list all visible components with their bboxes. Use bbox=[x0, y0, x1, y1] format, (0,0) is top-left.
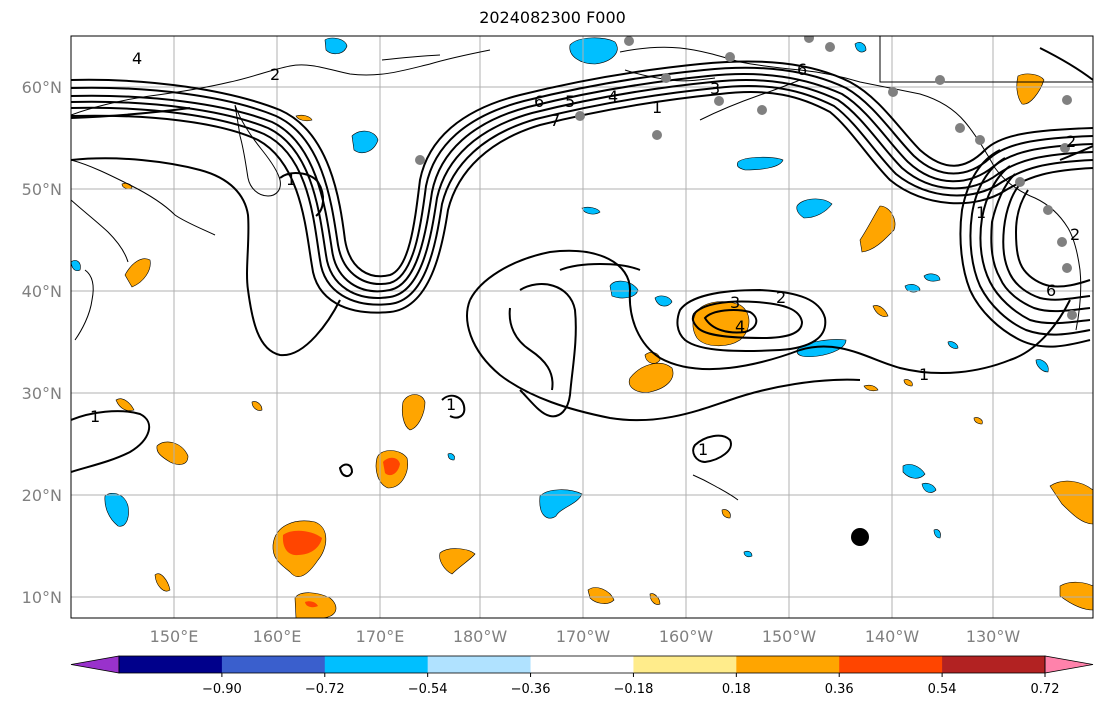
contour-label: 4 bbox=[132, 49, 142, 68]
map-frame bbox=[70, 35, 1094, 619]
contour-label: 1 bbox=[90, 407, 100, 426]
colorbar-segment bbox=[119, 656, 223, 673]
longitude-labels: 150°E 160°E 170°E 180°W 170°W 160°W 150°… bbox=[150, 627, 1021, 646]
colorbar-frame bbox=[118, 655, 1046, 674]
lon-label: 130°W bbox=[966, 627, 1021, 646]
colorbar-segment bbox=[221, 656, 326, 673]
storm-center-marker bbox=[851, 528, 869, 546]
colorbar-segment bbox=[324, 656, 429, 673]
colorbar-tick-label: 0.18 bbox=[722, 682, 751, 697]
contour-label: 6 bbox=[534, 92, 544, 111]
contour-label: 6 bbox=[1046, 281, 1056, 300]
lon-label: 170°E bbox=[356, 627, 405, 646]
colorbar-tick-label: −0.90 bbox=[202, 682, 242, 697]
contour-lines bbox=[71, 47, 1093, 478]
lon-label: 160°W bbox=[659, 627, 714, 646]
coastlines bbox=[71, 36, 1093, 501]
lat-label: 20°N bbox=[22, 486, 62, 505]
lon-label: 180°W bbox=[453, 627, 508, 646]
colorbar-extend-low bbox=[70, 655, 120, 674]
colorbar-tick-label: −0.36 bbox=[511, 682, 551, 697]
colorbar-segment bbox=[839, 656, 943, 673]
colorbar-tick-label: −0.72 bbox=[305, 682, 345, 697]
lon-label: 170°W bbox=[556, 627, 611, 646]
contour-label: 4 bbox=[608, 87, 618, 106]
latitude-labels: 60°N 50°N 40°N 30°N 20°N 10°N bbox=[22, 78, 62, 607]
contour-label: 5 bbox=[565, 92, 575, 111]
graticule bbox=[71, 36, 1093, 618]
lon-label: 150°E bbox=[150, 627, 199, 646]
colorbar-tick-label: 0.72 bbox=[1031, 682, 1060, 697]
colorbar-segment bbox=[530, 656, 634, 673]
colorbar-segment bbox=[736, 656, 840, 673]
contour-labels: 4 2 6 5 4 7 1 3 6 1 2 3 2 4 1 1 1 1 1 2 … bbox=[90, 49, 1080, 459]
colorbar-segment bbox=[633, 656, 737, 673]
contour-label: 2 bbox=[270, 65, 280, 84]
lon-label: 150°W bbox=[762, 627, 817, 646]
contour-label: 2 bbox=[1066, 132, 1076, 151]
contour-label: 4 bbox=[735, 317, 745, 336]
lat-label: 60°N bbox=[22, 78, 62, 97]
colorbar-segment bbox=[427, 656, 532, 673]
contour-label: 1 bbox=[652, 98, 662, 117]
contour-label: 1 bbox=[698, 440, 708, 459]
contour-label: 3 bbox=[730, 293, 740, 312]
lon-label: 160°E bbox=[253, 627, 302, 646]
colorbar-labels: −0.90 −0.72 −0.54 −0.36 −0.18 0.18 0.36 0.54 0.7… bbox=[202, 673, 1060, 697]
lat-label: 50°N bbox=[22, 180, 62, 199]
contour-label: 1 bbox=[286, 170, 296, 189]
colorbar-tick-label: 0.36 bbox=[825, 682, 854, 697]
contour-label: 7 bbox=[550, 111, 560, 130]
contour-label: 6 bbox=[797, 60, 807, 79]
colorbar-tick-label: −0.18 bbox=[614, 682, 654, 697]
colorbar-segment bbox=[942, 656, 1046, 673]
lon-label: 140°W bbox=[865, 627, 920, 646]
contour-label: 1 bbox=[919, 365, 929, 384]
lat-label: 40°N bbox=[22, 282, 62, 301]
map-title: 2024082300 F000 bbox=[479, 8, 626, 27]
positive-anomaly-areas bbox=[115, 73, 1093, 618]
map-area bbox=[71, 36, 1093, 618]
contour-label: 2 bbox=[776, 288, 786, 307]
contour-label: 1 bbox=[446, 395, 456, 414]
station-markers bbox=[415, 36, 1077, 320]
contour-label: 2 bbox=[1070, 225, 1080, 244]
contour-label: 1 bbox=[976, 203, 986, 222]
contour-label: 3 bbox=[710, 79, 720, 98]
colorbar-extend-high bbox=[1044, 655, 1094, 674]
colorbar-tick-label: −0.54 bbox=[408, 682, 448, 697]
lat-label: 10°N bbox=[22, 588, 62, 607]
lat-label: 30°N bbox=[22, 384, 62, 403]
colorbar bbox=[70, 655, 1094, 674]
colorbar-tick-label: 0.54 bbox=[928, 682, 957, 697]
